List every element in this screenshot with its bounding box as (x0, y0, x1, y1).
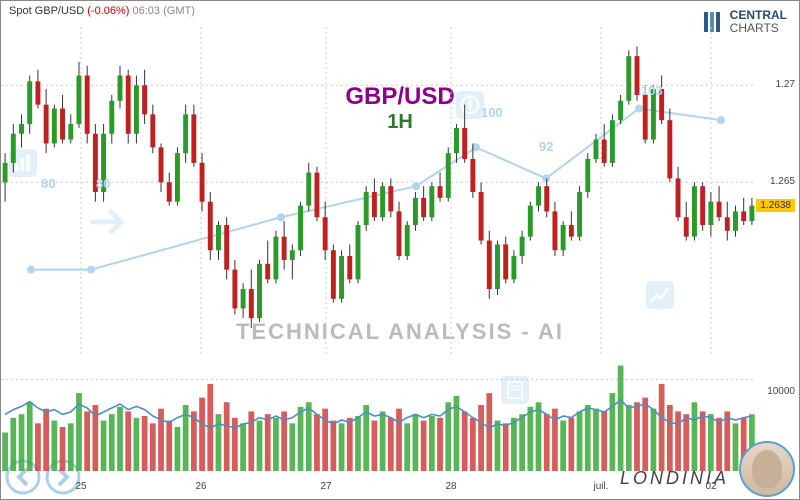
avatar-icon (739, 441, 795, 497)
timestamp: 06:03 (GMT) (133, 5, 195, 17)
current-price-badge: 1.2638 (756, 199, 795, 212)
volume-ytick: 10000 (767, 386, 795, 397)
price-candlestick-chart[interactable] (1, 27, 756, 357)
londinia-label: LONDINIA (620, 468, 729, 489)
volume-oscillator-chart[interactable] (1, 361, 756, 471)
pct-change: (-0.06%) (87, 5, 129, 17)
chart-header: Spot GBP/USD (-0.06%) 06:03 (GMT) (9, 5, 195, 17)
pair-label: Spot GBP/USD (9, 5, 84, 17)
